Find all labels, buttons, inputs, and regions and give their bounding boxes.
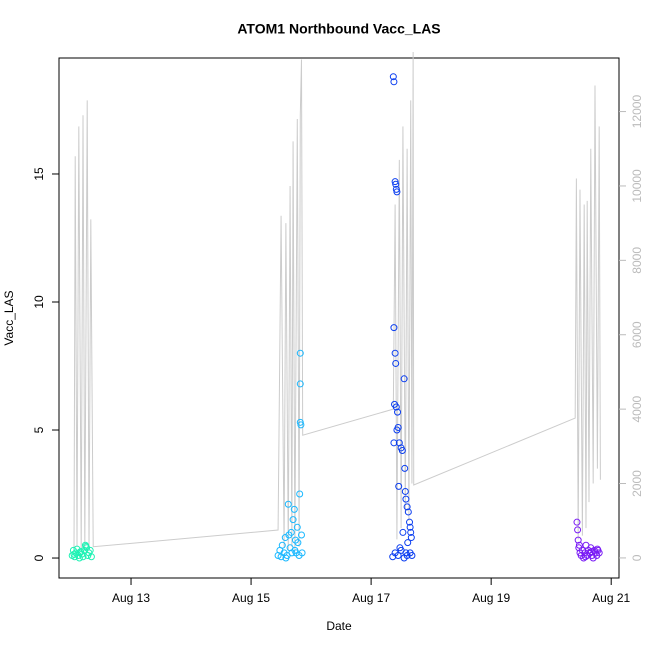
data-point — [406, 518, 414, 526]
x-tick-label: Aug 17 — [352, 591, 390, 605]
data-point — [76, 549, 84, 557]
data-point — [390, 324, 398, 332]
data-point — [393, 426, 401, 434]
data-point — [287, 528, 295, 536]
data-point — [399, 528, 407, 536]
y2-tick-label: 8000 — [630, 247, 644, 274]
data-point — [581, 553, 589, 561]
data-point — [86, 546, 94, 554]
y2-tick-label: 12000 — [630, 95, 644, 129]
data-point — [402, 495, 410, 503]
y-axis-label: Vacc_LAS — [2, 290, 16, 345]
data-point — [282, 554, 290, 562]
data-point — [297, 421, 305, 429]
data-point — [401, 487, 409, 495]
data-point — [296, 380, 304, 388]
data-point — [573, 518, 581, 526]
y-tick-label: 5 — [32, 426, 46, 433]
data-point — [392, 403, 400, 411]
data-point — [402, 549, 410, 557]
x-tick-label: Aug 13 — [112, 591, 150, 605]
data-point — [408, 551, 416, 559]
data-point — [289, 516, 297, 524]
y-tick-label: 0 — [32, 554, 46, 561]
data-point — [396, 544, 404, 552]
data-point — [392, 185, 400, 193]
data-point — [288, 549, 296, 557]
data-line — [73, 52, 601, 551]
data-point — [407, 528, 415, 536]
plot-frame — [58, 57, 620, 579]
x-tick-label: Aug 21 — [592, 591, 630, 605]
y-tick-label: 10 — [32, 295, 46, 309]
data-point — [575, 541, 583, 549]
data-point — [404, 508, 412, 516]
data-point — [404, 539, 412, 547]
data-point — [390, 439, 398, 447]
data-point — [284, 500, 292, 508]
data-point — [298, 549, 306, 557]
data-point — [391, 178, 399, 186]
data-point — [394, 408, 402, 416]
data-point — [293, 523, 301, 531]
data-point — [398, 446, 406, 454]
data-point — [395, 482, 403, 490]
data-point — [391, 349, 399, 357]
data-point — [290, 505, 298, 513]
data-point — [297, 531, 305, 539]
data-point — [389, 73, 397, 81]
data-point — [574, 526, 582, 534]
data-point — [296, 490, 304, 498]
data-point — [574, 536, 582, 544]
data-point — [595, 549, 603, 557]
data-point — [87, 553, 95, 561]
data-point — [390, 78, 398, 86]
y2-tick-label: 0 — [630, 554, 644, 561]
data-point — [401, 464, 409, 472]
data-point — [403, 503, 411, 511]
data-point — [71, 553, 79, 561]
y2-tick-label: 4000 — [630, 395, 644, 422]
y2-tick-label: 6000 — [630, 321, 644, 348]
y2-tick-label: 10000 — [630, 169, 644, 203]
y2-tick-label: 2000 — [630, 470, 644, 497]
data-point — [291, 536, 299, 544]
data-point — [587, 548, 595, 556]
data-point — [593, 545, 601, 553]
data-point — [278, 541, 286, 549]
data-point — [407, 534, 415, 542]
data-point — [400, 375, 408, 383]
data-point — [389, 553, 397, 561]
data-point — [393, 188, 401, 196]
data-point — [82, 543, 90, 551]
data-point — [406, 523, 414, 531]
x-tick-label: Aug 19 — [472, 591, 510, 605]
data-point — [296, 418, 304, 426]
data-point — [392, 359, 400, 367]
data-point — [296, 349, 304, 357]
data-point — [392, 180, 400, 188]
chart-title: ATOM1 Northbound Vacc_LAS — [237, 21, 440, 37]
y-tick-label: 15 — [32, 167, 46, 181]
x-axis-label: Date — [326, 619, 352, 633]
data-point — [75, 554, 83, 562]
x-tick-label: Aug 15 — [232, 591, 270, 605]
